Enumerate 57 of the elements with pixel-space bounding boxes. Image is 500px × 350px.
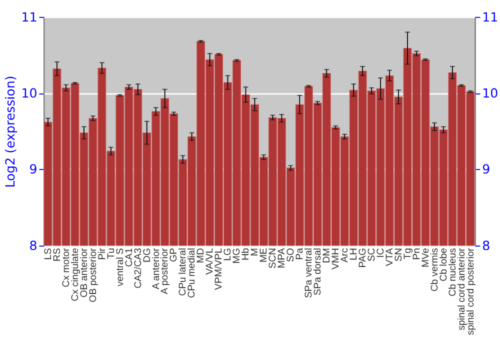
x-tick-label: CA2/CA3 (132, 248, 144, 288)
x-tick-label: Cx motor (60, 247, 72, 288)
x-tick-label: A anterior (150, 247, 162, 290)
y-tick-label: 9 (29, 162, 38, 177)
y2-tick-label: 8 (482, 238, 490, 253)
x-tick-label: VTA (384, 247, 396, 266)
x-tick-label: Hb (240, 248, 252, 260)
x-tick-label: Cx cingulate (70, 248, 81, 302)
x-tick-label: spinal cord anterior (456, 247, 468, 330)
x-tick-label: IC (375, 248, 386, 258)
y-tick-label: 8 (29, 238, 38, 253)
x-tick-label: VA/VL (204, 247, 216, 275)
x-tick-label: SN (393, 248, 404, 262)
x-tick-label: MVe (420, 248, 432, 268)
y2-tick-label: 9 (482, 162, 490, 177)
x-tick-label: Tu (106, 248, 117, 259)
x-tick-label: MPA (276, 247, 288, 268)
x-tick-label: SO (286, 248, 297, 262)
x-tick-label: RS (52, 248, 63, 262)
x-tick-label: VPM/VPL (214, 247, 225, 290)
x-tick-label: LS (42, 248, 54, 260)
x-tick-label: Cb nucleus (447, 248, 458, 296)
x-tick-label: MD (196, 248, 207, 264)
x-tick-label: SPa dorsal (312, 248, 324, 296)
x-tick-label: SPa ventral (304, 248, 315, 298)
x-tick-label: Pn (411, 248, 422, 260)
x-tick-label: CPu lateral (178, 248, 189, 296)
x-tick-label: A posterior (160, 247, 171, 294)
x-tick-label: Pir (96, 247, 108, 260)
x-tick-label: Cb lobe (438, 248, 450, 282)
x-tick-label: VMH (330, 248, 342, 270)
x-tick-label: OB anterior (78, 247, 90, 298)
x-tick-label: spinal cord posterior (465, 247, 476, 336)
x-tick-label: SCN (268, 248, 279, 268)
x-tick-label: Arc (339, 248, 350, 263)
x-tick-label: DM (322, 248, 333, 264)
x-tick-label: ventral S (114, 248, 126, 286)
y-tick-label: 10 (21, 86, 38, 101)
y-axis-title: Log2 (expression) (2, 76, 18, 188)
x-tick-label: MG (232, 248, 243, 264)
x-tick-label: M (250, 248, 261, 256)
x-tick-label: LG (222, 248, 234, 261)
x-tick-label: LH (348, 248, 360, 260)
x-tick-label: Pa (294, 247, 306, 260)
x-tick-label: Tg (402, 248, 414, 260)
x-tick-label: OB posterior (88, 247, 99, 302)
x-tick-label: SC (366, 248, 378, 262)
x-tick-label: GP (168, 248, 180, 262)
y2-tick-label: 10 (482, 86, 498, 101)
x-tick-label: DG (142, 248, 153, 263)
x-tick-label: ME (258, 247, 270, 263)
y2-tick-label: 11 (482, 9, 498, 24)
x-tick-label: Cb vermis (429, 248, 440, 292)
y-tick-label: 11 (21, 9, 38, 24)
x-tick-label: PAG (357, 248, 368, 268)
x-tick-label: CA1 (124, 248, 135, 267)
x-tick-label: CPu medial (186, 248, 198, 298)
